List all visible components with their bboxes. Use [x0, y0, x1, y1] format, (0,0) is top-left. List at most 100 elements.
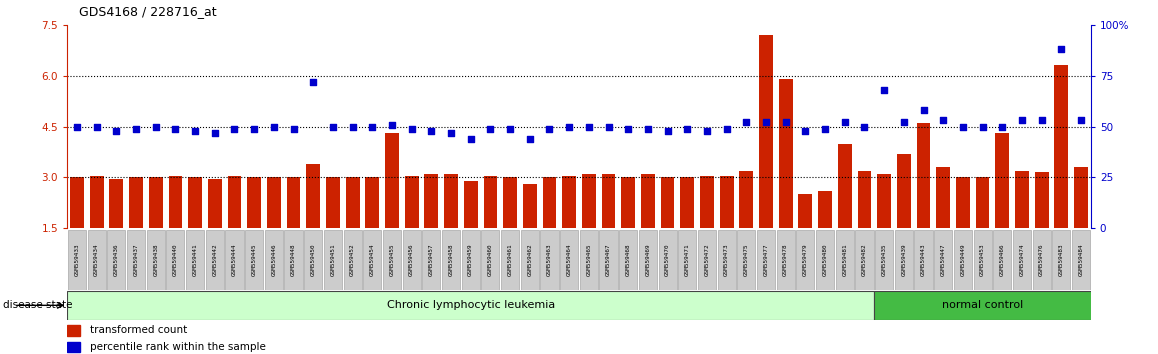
Point — [343, 124, 361, 130]
Point — [933, 118, 952, 123]
FancyBboxPatch shape — [915, 230, 932, 290]
Text: GSM559464: GSM559464 — [566, 243, 572, 276]
Text: GSM559452: GSM559452 — [350, 243, 356, 276]
FancyBboxPatch shape — [423, 230, 440, 290]
Bar — [1075, 167, 1087, 228]
Bar — [71, 177, 83, 228]
Text: GSM559463: GSM559463 — [547, 243, 552, 276]
Point — [482, 126, 500, 131]
FancyBboxPatch shape — [895, 230, 913, 290]
FancyBboxPatch shape — [718, 230, 735, 290]
FancyBboxPatch shape — [127, 230, 145, 290]
FancyBboxPatch shape — [403, 230, 420, 290]
Point — [225, 126, 243, 131]
Bar — [661, 177, 674, 228]
Bar — [760, 35, 772, 228]
Point — [146, 124, 166, 130]
Bar — [267, 177, 280, 228]
FancyBboxPatch shape — [600, 230, 617, 290]
Point — [677, 126, 696, 131]
Bar — [110, 179, 123, 228]
FancyBboxPatch shape — [521, 230, 538, 290]
Text: GSM559469: GSM559469 — [645, 243, 651, 276]
FancyBboxPatch shape — [324, 230, 342, 290]
Point — [167, 126, 185, 131]
Point — [403, 126, 422, 131]
Text: GSM559446: GSM559446 — [271, 243, 277, 276]
FancyBboxPatch shape — [265, 230, 283, 290]
FancyBboxPatch shape — [777, 230, 794, 290]
Text: GSM559454: GSM559454 — [369, 243, 375, 276]
Point — [126, 126, 146, 131]
Point — [364, 124, 382, 130]
Text: GSM559473: GSM559473 — [724, 243, 730, 276]
Point — [461, 136, 481, 142]
Text: GSM559451: GSM559451 — [330, 243, 336, 276]
Point — [639, 126, 658, 131]
Point — [757, 120, 776, 125]
Point — [185, 128, 204, 133]
Bar — [149, 177, 162, 228]
FancyBboxPatch shape — [167, 230, 184, 290]
Point — [521, 136, 540, 142]
Point — [559, 124, 578, 130]
Text: Chronic lymphocytic leukemia: Chronic lymphocytic leukemia — [387, 300, 555, 310]
FancyBboxPatch shape — [541, 230, 558, 290]
Bar — [130, 177, 142, 228]
Text: GSM559471: GSM559471 — [684, 243, 690, 276]
Point — [618, 126, 637, 131]
Text: GSM559440: GSM559440 — [173, 243, 178, 276]
FancyBboxPatch shape — [226, 230, 243, 290]
Point — [855, 124, 874, 130]
FancyBboxPatch shape — [305, 230, 322, 290]
FancyBboxPatch shape — [108, 230, 125, 290]
Bar — [464, 181, 477, 228]
Text: GSM559472: GSM559472 — [704, 243, 710, 276]
Text: GSM559460: GSM559460 — [488, 243, 493, 276]
Bar — [287, 177, 300, 228]
Bar — [523, 184, 536, 228]
Bar — [858, 171, 871, 228]
FancyBboxPatch shape — [285, 230, 302, 290]
FancyBboxPatch shape — [797, 230, 814, 290]
Bar — [445, 174, 457, 228]
Bar — [90, 176, 103, 228]
FancyBboxPatch shape — [1053, 230, 1070, 290]
FancyBboxPatch shape — [856, 230, 873, 290]
Text: GSM559443: GSM559443 — [921, 243, 926, 276]
Bar — [976, 177, 989, 228]
Text: GSM559458: GSM559458 — [448, 243, 454, 276]
Bar — [701, 176, 713, 228]
Text: GSM559474: GSM559474 — [1019, 243, 1025, 276]
Text: GSM559444: GSM559444 — [232, 243, 237, 276]
Text: GSM559439: GSM559439 — [901, 243, 907, 276]
Point — [600, 124, 618, 130]
Bar — [838, 143, 851, 228]
Text: GSM559457: GSM559457 — [428, 243, 434, 276]
FancyBboxPatch shape — [482, 230, 499, 290]
Bar — [425, 174, 438, 228]
Bar — [779, 79, 792, 228]
Bar — [819, 191, 831, 228]
Point — [500, 126, 519, 131]
Point — [894, 120, 913, 125]
FancyBboxPatch shape — [620, 230, 637, 290]
Bar — [189, 177, 201, 228]
Text: GSM559434: GSM559434 — [94, 243, 100, 276]
FancyBboxPatch shape — [186, 230, 204, 290]
Point — [285, 126, 303, 131]
FancyBboxPatch shape — [383, 230, 401, 290]
Text: GDS4168 / 228716_at: GDS4168 / 228716_at — [79, 5, 217, 18]
Text: GSM559475: GSM559475 — [743, 243, 749, 276]
Point — [717, 126, 736, 131]
Bar — [1035, 172, 1048, 228]
Point — [88, 124, 107, 130]
FancyBboxPatch shape — [245, 230, 263, 290]
Text: GSM559448: GSM559448 — [291, 243, 296, 276]
Text: GSM559476: GSM559476 — [1039, 243, 1045, 276]
Text: GSM559481: GSM559481 — [842, 243, 848, 276]
Point — [815, 126, 834, 131]
FancyBboxPatch shape — [994, 230, 1011, 290]
Text: GSM559477: GSM559477 — [763, 243, 769, 276]
Point — [953, 124, 972, 130]
